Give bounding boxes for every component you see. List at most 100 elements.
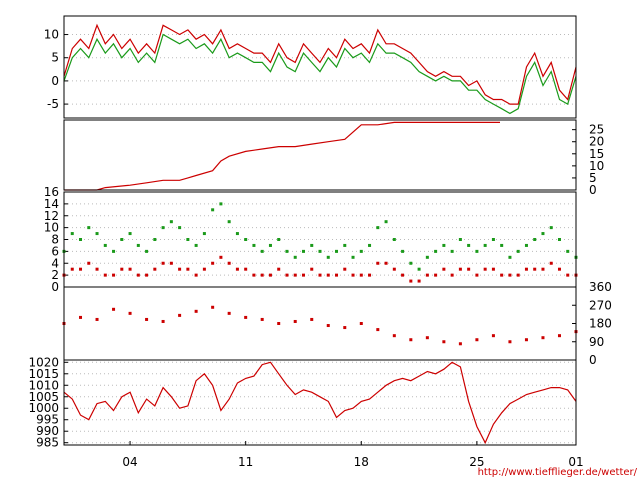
data-point	[136, 243, 140, 247]
data-point	[112, 307, 116, 311]
data-point	[227, 261, 231, 265]
y-tick-label: 20	[589, 135, 604, 149]
y-tick-label: 0	[589, 353, 597, 367]
data-point	[211, 208, 215, 212]
data-point	[260, 273, 264, 277]
data-point	[450, 273, 454, 277]
y-tick-label: 14	[44, 197, 59, 211]
y-tick-label: 2	[51, 268, 59, 282]
data-point	[508, 273, 512, 277]
data-point	[326, 255, 330, 259]
data-point	[260, 317, 264, 321]
data-point	[235, 232, 239, 236]
data-point	[475, 273, 479, 277]
data-point	[533, 238, 537, 241]
panel-frame	[63, 15, 577, 119]
data-point	[136, 273, 140, 277]
y-tick-label: 990	[36, 424, 59, 438]
data-point	[392, 334, 396, 338]
panel-frame	[63, 359, 577, 446]
data-point	[392, 267, 396, 271]
data-point	[376, 328, 380, 332]
data-point	[359, 249, 363, 253]
data-point	[384, 220, 388, 224]
data-point	[161, 261, 165, 265]
data-point	[566, 273, 570, 277]
y-tick-label: 1010	[28, 378, 59, 392]
data-point	[202, 267, 206, 271]
series-line	[63, 23, 577, 105]
data-point	[310, 267, 314, 271]
x-axis-ticks: 04 11 18 25 01	[122, 441, 584, 469]
data-point	[318, 249, 322, 253]
y-tick-label: 15	[589, 147, 604, 161]
data-point	[343, 243, 347, 247]
data-point	[301, 249, 305, 253]
data-point	[384, 261, 388, 265]
data-point	[557, 267, 561, 271]
data-point	[335, 249, 339, 253]
data-point	[516, 249, 520, 253]
y-tick-label: 10	[44, 28, 59, 42]
y-tick-label: 270	[589, 298, 612, 312]
y-tick-label: 6	[51, 244, 59, 258]
data-point	[442, 340, 446, 344]
data-point	[202, 232, 206, 236]
data-point	[524, 267, 528, 271]
data-point	[178, 267, 182, 271]
data-point	[524, 338, 528, 342]
data-point	[351, 273, 355, 277]
data-point	[475, 249, 479, 253]
data-point	[79, 238, 83, 241]
data-point	[343, 267, 347, 271]
series-line	[63, 361, 577, 445]
data-point	[194, 273, 198, 277]
data-point	[128, 267, 132, 271]
data-point	[450, 249, 454, 253]
data-point	[70, 232, 74, 236]
y-tick-label: 90	[589, 335, 604, 349]
x-tick-label: 04	[122, 455, 137, 469]
data-point	[541, 232, 545, 236]
y-tick-label: 5	[51, 51, 59, 65]
data-point	[326, 273, 330, 277]
data-point	[211, 261, 215, 265]
panel-temperature: 10 5 0 -5	[44, 15, 577, 119]
data-point	[301, 273, 305, 277]
data-point	[244, 267, 248, 271]
data-point	[500, 273, 504, 277]
panel-frame	[63, 286, 577, 361]
data-point	[120, 238, 124, 241]
data-point	[128, 311, 132, 315]
data-point	[219, 202, 223, 206]
y-tick-label: -5	[47, 97, 59, 111]
data-point	[79, 267, 83, 271]
data-point	[417, 279, 421, 283]
data-point	[335, 273, 339, 277]
data-point	[79, 315, 83, 319]
data-point	[425, 255, 429, 259]
credit-link[interactable]: http://www.tiefflieger.de/wetter/	[478, 467, 638, 478]
data-point	[343, 326, 347, 330]
series-line	[63, 33, 577, 115]
data-point	[128, 232, 132, 236]
data-point	[458, 267, 462, 271]
data-point	[376, 261, 380, 265]
data-point	[153, 267, 157, 271]
data-point	[186, 238, 190, 241]
data-point	[70, 267, 74, 271]
x-tick-label: 18	[354, 455, 369, 469]
data-point	[277, 238, 281, 241]
data-point	[409, 261, 413, 265]
y-tick-label: 0	[51, 74, 59, 88]
data-point	[467, 243, 471, 247]
data-point	[475, 338, 479, 342]
data-point	[87, 261, 91, 265]
data-point	[194, 243, 198, 247]
y-tick-label: 8	[51, 233, 59, 247]
data-point	[194, 309, 198, 313]
